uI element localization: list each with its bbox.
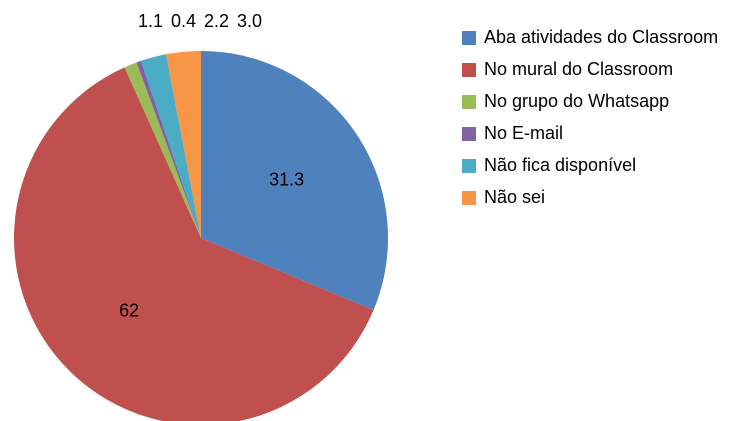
data-label: 1.1: [138, 11, 163, 31]
data-label: 31.3: [269, 170, 304, 190]
data-label: 2.2: [204, 11, 229, 31]
legend-label: No E-mail: [484, 123, 563, 143]
pie-slice: [165, 51, 201, 238]
data-label: 62: [119, 300, 139, 320]
legend-label: No grupo do Whatsapp: [484, 91, 669, 111]
data-label: 0.4: [171, 11, 196, 31]
data-label: 3.0: [237, 11, 262, 31]
legend-swatch: [462, 31, 476, 45]
pie-slice: [201, 51, 388, 311]
pie-slice: [124, 62, 201, 238]
pie-slice: [140, 54, 201, 238]
legend-label: Aba atividades do Classroom: [484, 27, 718, 47]
legend-swatch: [462, 191, 476, 205]
legend-label: Não fica disponível: [484, 155, 636, 175]
legend-swatch: [462, 127, 476, 141]
pie-slice: [136, 60, 201, 239]
legend-swatch: [462, 63, 476, 77]
legend-label: Não sei: [484, 187, 545, 207]
legend-swatch: [462, 95, 476, 109]
pie-slice: [14, 67, 374, 421]
legend-swatch: [462, 159, 476, 173]
legend-label: No mural do Classroom: [484, 59, 673, 79]
